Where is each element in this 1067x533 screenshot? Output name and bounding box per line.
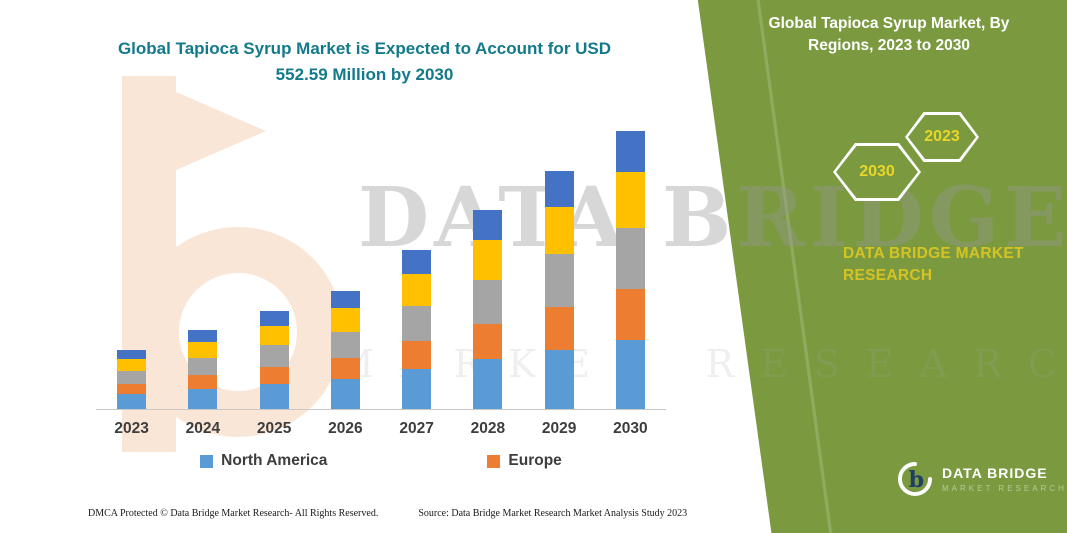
dmca-notice: DMCA Protected © Data Bridge Market Rese…: [88, 508, 379, 519]
legend-item-europe: Europe: [487, 452, 562, 470]
brand-logo-subtitle: MARKET RESEARCH: [942, 484, 1067, 493]
brand-logo-title: DATA BRIDGE: [942, 465, 1048, 481]
bar-segment-unlabeled-gray: [259, 345, 289, 367]
bar-segment-Europe: [330, 358, 360, 380]
bar-segment-unlabeled-yellow: [402, 274, 432, 306]
x-label-2023: 2023: [114, 420, 149, 437]
source-note: Source: Data Bridge Market Research Mark…: [418, 508, 688, 519]
bar-segment-Europe: [402, 340, 432, 370]
x-label-2026: 2026: [328, 420, 363, 437]
x-label-2025: 2025: [256, 420, 292, 437]
brand-b-watermark-icon: [122, 76, 340, 452]
bar-segment-North America: [259, 384, 289, 409]
bar-2026: [330, 290, 360, 409]
bar-segment-North America: [615, 339, 645, 409]
hexagon-2030-year: 2030: [836, 146, 918, 198]
brand-b-logo-icon: b: [898, 461, 933, 496]
bar-segment-Europe: [188, 375, 218, 390]
bar-segment-North America: [402, 369, 432, 409]
bar-segment-unlabeled-gray: [117, 370, 147, 384]
bar-segment-Europe: [615, 289, 645, 340]
bar-segment-unlabeled-navy: [615, 130, 645, 173]
chart-legend: North America Europe: [96, 452, 666, 470]
brand-logo-texts: DATA BRIDGE MARKET RESEARCH: [942, 465, 1067, 493]
bar-segment-unlabeled-navy: [473, 210, 503, 240]
bar-2029: [544, 171, 574, 409]
bar-segment-unlabeled-navy: [330, 290, 360, 309]
bar-segment-unlabeled-gray: [330, 332, 360, 359]
page-title: Global Tapioca Syrup Market is Expected …: [117, 39, 612, 85]
legend-swatch: [200, 454, 214, 468]
bar-segment-unlabeled-gray: [402, 305, 432, 341]
x-label-2027: 2027: [399, 420, 434, 437]
stacked-bar-chart: [96, 118, 666, 410]
bar-segment-unlabeled-yellow: [615, 172, 645, 228]
legend-label: Europe: [508, 452, 562, 469]
bar-2027: [402, 250, 432, 409]
watermark-marketresearch-text: MARKET RESEARCH: [335, 342, 1067, 386]
footer: DMCA Protected © Data Bridge Market Rese…: [88, 508, 687, 519]
x-axis-labels: 2023 2024 2025 2026 2027 2028 2029 2030: [96, 420, 666, 438]
bar-segment-North America: [473, 359, 503, 409]
bar-segment-North America: [117, 394, 147, 409]
bar-2028: [473, 210, 503, 409]
bar-segment-unlabeled-navy: [402, 250, 432, 275]
bar-2025: [259, 310, 289, 409]
bar-segment-unlabeled-gray: [188, 357, 218, 376]
x-label-2030: 2030: [613, 420, 648, 437]
x-label-2024: 2024: [185, 420, 221, 437]
bar-segment-North America: [188, 389, 218, 409]
bar-segment-Europe: [473, 323, 503, 360]
hexagon-2030: 2030: [833, 143, 921, 201]
bar-2030: [615, 130, 645, 409]
x-label-2029: 2029: [541, 420, 577, 437]
bar-2023: [117, 350, 147, 409]
bar-segment-unlabeled-yellow: [117, 359, 147, 371]
bar-segment-unlabeled-yellow: [188, 342, 218, 358]
legend-label: North America: [221, 452, 328, 469]
bar-segment-unlabeled-yellow: [330, 308, 360, 333]
bar-segment-unlabeled-navy: [188, 330, 218, 343]
bar-segment-Europe: [259, 366, 289, 385]
bar-segment-unlabeled-gray: [615, 227, 645, 290]
x-label-2028: 2028: [470, 420, 506, 437]
hexagon-2023: 2023: [905, 112, 979, 162]
legend-swatch: [487, 454, 501, 468]
legend-item-north-america: North America: [200, 452, 327, 470]
bar-segment-unlabeled-yellow: [473, 239, 503, 280]
bar-segment-unlabeled-yellow: [544, 207, 574, 255]
bar-segment-Europe: [544, 306, 574, 350]
bar-segment-unlabeled-navy: [259, 310, 289, 326]
bar-segment-North America: [330, 379, 360, 409]
bar-segment-unlabeled-navy: [544, 171, 574, 208]
bar-segment-unlabeled-gray: [473, 279, 503, 324]
brand-logo: b DATA BRIDGE MARKET RESEARCH: [896, 460, 1067, 498]
hexagon-2030-border: 2030: [833, 143, 921, 201]
panel-title: Global Tapioca Syrup Market, By Regions,…: [768, 15, 1010, 55]
bar-2024: [188, 330, 218, 409]
brand-name-text: DATA BRIDGE MARKET RESEARCH: [843, 245, 1024, 285]
bar-segment-unlabeled-yellow: [259, 325, 289, 346]
bar-segment-unlabeled-gray: [544, 254, 574, 307]
bar-segment-North America: [544, 349, 574, 409]
svg-text:b: b: [909, 467, 925, 493]
bar-segment-Europe: [117, 383, 147, 395]
bar-segment-unlabeled-navy: [117, 350, 147, 360]
